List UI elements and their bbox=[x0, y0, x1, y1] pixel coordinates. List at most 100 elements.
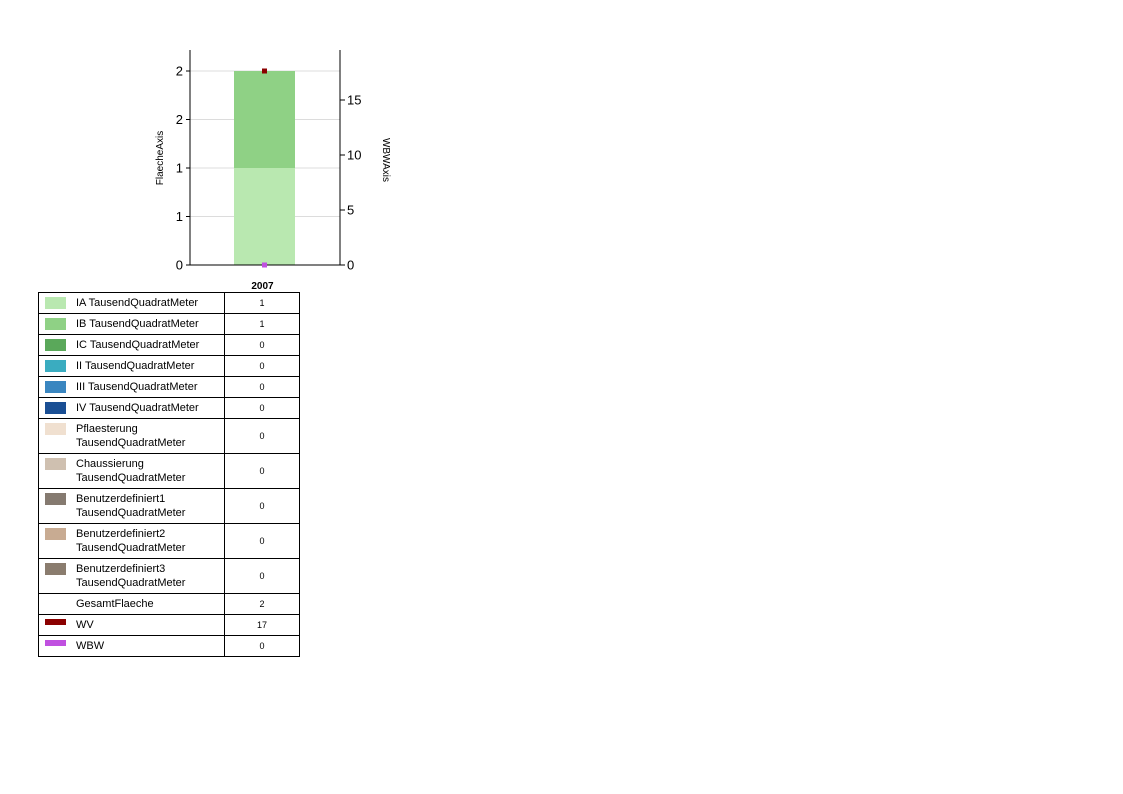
legend-swatch bbox=[45, 458, 66, 470]
legend-body: IA TausendQuadratMeter 1 IB TausendQuadrat… bbox=[38, 292, 300, 657]
legend-row: WV 17 bbox=[38, 614, 300, 636]
legend-entry: II TausendQuadratMeter bbox=[39, 356, 224, 376]
legend-value: 0 bbox=[224, 334, 300, 356]
legend-swatch bbox=[45, 339, 66, 351]
legend-label: IA TausendQuadratMeter bbox=[76, 297, 199, 309]
legend-entry: WV bbox=[39, 615, 224, 635]
legend-value: 0 bbox=[224, 558, 300, 594]
legend-value: 0 bbox=[224, 418, 300, 454]
legend-value: 0 bbox=[224, 635, 300, 657]
legend-entry: Chaussierung TausendQuadratMeter bbox=[39, 454, 224, 488]
legend-name-cell: IV TausendQuadratMeter bbox=[38, 397, 225, 419]
legend-name-cell: IC TausendQuadratMeter bbox=[38, 334, 225, 356]
legend-row: Pflaesterung TausendQuadratMeter 0 bbox=[38, 418, 300, 454]
legend-swatch bbox=[45, 402, 66, 414]
legend-swatch bbox=[45, 493, 66, 505]
legend-value: 0 bbox=[224, 397, 300, 419]
legend-value: 0 bbox=[224, 523, 300, 559]
legend-label: IB TausendQuadratMeter bbox=[76, 318, 199, 330]
legend-swatch bbox=[45, 528, 66, 540]
legend-row: Benutzerdefiniert2 TausendQuadratMeter 0 bbox=[38, 523, 300, 559]
bar-segment bbox=[234, 71, 295, 168]
legend-entry: Benutzerdefiniert1 TausendQuadratMeter bbox=[39, 489, 224, 523]
right-tick-label: 5 bbox=[347, 203, 354, 218]
legend-label: IC TausendQuadratMeter bbox=[76, 339, 200, 351]
legend-name-cell: IB TausendQuadratMeter bbox=[38, 313, 225, 335]
legend-value: 0 bbox=[224, 453, 300, 489]
point-marker-wbw bbox=[262, 262, 267, 268]
legend-entry: GesamtFlaeche bbox=[39, 594, 224, 614]
legend-label: Pflaesterung TausendQuadratMeter bbox=[76, 423, 186, 449]
legend-swatch bbox=[45, 360, 66, 372]
legend-name-cell: Benutzerdefiniert3 TausendQuadratMeter bbox=[38, 558, 225, 594]
legend-row: GesamtFlaeche 2 bbox=[38, 593, 300, 615]
legend-label: III TausendQuadratMeter bbox=[76, 381, 198, 393]
legend-name-cell: Benutzerdefiniert1 TausendQuadratMeter bbox=[38, 488, 225, 524]
legend-name-cell: Pflaesterung TausendQuadratMeter bbox=[38, 418, 225, 454]
legend-row: IB TausendQuadratMeter 1 bbox=[38, 313, 300, 335]
legend-swatch bbox=[45, 318, 66, 330]
right-tick-label: 10 bbox=[347, 148, 361, 163]
legend-name-cell: WBW bbox=[38, 635, 225, 657]
legend-name-cell: Benutzerdefiniert2 TausendQuadratMeter bbox=[38, 523, 225, 559]
legend-swatch bbox=[45, 619, 66, 625]
legend-value: 0 bbox=[224, 488, 300, 524]
legend-label: Benutzerdefiniert1 TausendQuadratMeter bbox=[76, 493, 186, 519]
legend-label: Benutzerdefiniert3 TausendQuadratMeter bbox=[76, 563, 186, 589]
legend-swatch bbox=[45, 423, 66, 435]
legend-name-cell: III TausendQuadratMeter bbox=[38, 376, 225, 398]
right-tick-label: 15 bbox=[347, 93, 361, 108]
left-tick-label: 2 bbox=[176, 64, 183, 79]
legend-label: Chaussierung TausendQuadratMeter bbox=[76, 458, 186, 484]
legend-entry: Pflaesterung TausendQuadratMeter bbox=[39, 419, 224, 453]
legend-entry: IA TausendQuadratMeter bbox=[39, 293, 224, 313]
point-marker-wv bbox=[262, 68, 267, 74]
legend-label: Benutzerdefiniert2 TausendQuadratMeter bbox=[76, 528, 186, 554]
left-tick-label: 2 bbox=[176, 112, 183, 127]
legend-swatch bbox=[45, 563, 66, 575]
legend-entry: Benutzerdefiniert3 TausendQuadratMeter bbox=[39, 559, 224, 593]
legend-label: WV bbox=[76, 619, 94, 631]
legend-row: Benutzerdefiniert3 TausendQuadratMeter 0 bbox=[38, 558, 300, 594]
left-tick-label: 1 bbox=[176, 161, 183, 176]
legend-label: WBW bbox=[76, 640, 105, 652]
right-tick-label: 0 bbox=[347, 258, 354, 273]
legend-entry: WBW bbox=[39, 636, 224, 656]
legend-value: 0 bbox=[224, 355, 300, 377]
legend-entry: III TausendQuadratMeter bbox=[39, 377, 224, 397]
legend-label: II TausendQuadratMeter bbox=[76, 360, 195, 372]
legend-swatch bbox=[45, 640, 66, 646]
legend-name-cell: Chaussierung TausendQuadratMeter bbox=[38, 453, 225, 489]
legend-swatch bbox=[45, 297, 66, 309]
legend-value: 1 bbox=[224, 313, 300, 335]
left-tick-label: 0 bbox=[176, 258, 183, 273]
legend-row: Benutzerdefiniert1 TausendQuadratMeter 0 bbox=[38, 488, 300, 524]
left-axis-title: FlaecheAxis bbox=[155, 131, 166, 185]
bar-segment bbox=[234, 168, 295, 265]
legend-swatch bbox=[45, 381, 66, 393]
legend-name-cell: IA TausendQuadratMeter bbox=[38, 292, 225, 314]
legend-value: 0 bbox=[224, 376, 300, 398]
legend-row: II TausendQuadratMeter 0 bbox=[38, 355, 300, 377]
legend-name-cell: GesamtFlaeche bbox=[38, 593, 225, 615]
legend-table: IA TausendQuadratMeter 1 IB TausendQuadrat… bbox=[38, 292, 300, 657]
legend-row: WBW 0 bbox=[38, 635, 300, 657]
legend-entry: IC TausendQuadratMeter bbox=[39, 335, 224, 355]
category-label: 2007 bbox=[251, 281, 274, 292]
legend-row: III TausendQuadratMeter 0 bbox=[38, 376, 300, 398]
legend-entry: Benutzerdefiniert2 TausendQuadratMeter bbox=[39, 524, 224, 558]
legend-value: 2 bbox=[224, 593, 300, 615]
legend-entry: IB TausendQuadratMeter bbox=[39, 314, 224, 334]
legend-row: IA TausendQuadratMeter 1 bbox=[38, 292, 300, 314]
legend-label: GesamtFlaeche bbox=[76, 598, 154, 610]
legend-row: Chaussierung TausendQuadratMeter 0 bbox=[38, 453, 300, 489]
legend-entry: IV TausendQuadratMeter bbox=[39, 398, 224, 418]
right-axis-title: WBWAxis bbox=[380, 138, 391, 182]
legend-name-cell: II TausendQuadratMeter bbox=[38, 355, 225, 377]
legend-row: IC TausendQuadratMeter 0 bbox=[38, 334, 300, 356]
legend-label: IV TausendQuadratMeter bbox=[76, 402, 199, 414]
legend-value: 1 bbox=[224, 292, 300, 314]
legend-value: 17 bbox=[224, 614, 300, 636]
